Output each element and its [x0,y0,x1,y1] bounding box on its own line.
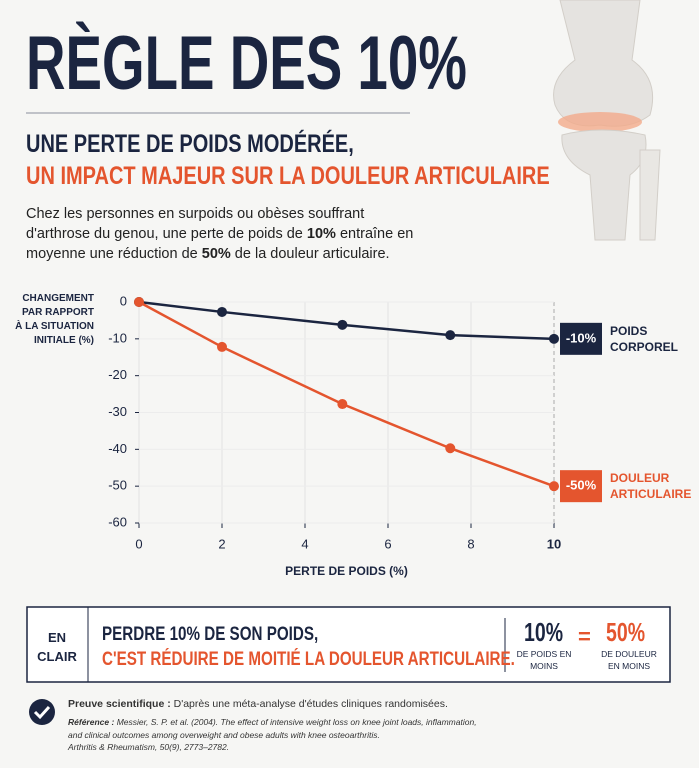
data-point [217,341,227,352]
x-tick-label: 10 [547,536,561,551]
y-tick-label: 0 [120,293,127,308]
x-axis-label: PERTE DE POIDS (%) [285,564,408,578]
reference-text: Messier, S. P. et al. (2004). The effect… [68,717,477,740]
data-point [549,481,559,492]
stat-value: 10% [524,617,564,647]
series-name: DOULEUR ARTICULAIRE [610,471,692,502]
stat-value: 50% [606,617,646,647]
x-tick-label: 0 [135,536,142,551]
data-point [337,319,348,330]
subtitle: UNE PERTE DE POIDS MODÉRÉE, [26,130,354,158]
end-label-box [560,322,602,355]
proof-title: Preuve scientifique : [68,698,171,710]
x-tick-label: 8 [467,536,474,551]
stat-caption: DE POIDS EN MOINS [516,649,572,671]
x-tick-label: 2 [218,536,225,551]
summary-line: PERDRE 10% DE SON POIDS, [102,624,319,645]
intro-highlight: 10% [306,226,336,242]
proof-text: D'après une méta-analyse d'études cliniq… [173,698,448,710]
title: RÈGLE DES 10% [26,21,467,106]
series-name: POIDS CORPOREL [610,323,679,354]
reference: Référence : Messier, S. P. et al. (2004)… [68,716,488,754]
y-tick-label: -10 [108,330,127,345]
summary-line: C'EST RÉDUIRE DE MOITIÉ LA DOULEUR ARTIC… [102,649,515,670]
subtitle: UN IMPACT MAJEUR SUR LA DOULEUR ARTICULA… [26,162,550,190]
y-tick-label: -20 [108,367,127,382]
data-point [217,306,227,317]
end-label: -50% [566,478,597,493]
intro-text: Chez les personnes en surpoids ou obèses… [26,206,365,242]
x-tick-label: 4 [301,536,308,551]
summary-box [26,606,671,683]
knee-illustration [553,0,661,241]
intro-text: de la douleur articulaire. [230,246,390,262]
data-point [549,333,559,344]
proof: Preuve scientifique : D'après une méta-a… [68,698,448,710]
data-point [445,330,456,341]
equals: = [578,624,591,649]
intro-highlight: 50% [201,246,231,262]
series-line [138,300,555,488]
data-point [337,399,348,410]
end-label: -10% [566,330,597,345]
stat-caption: DE DOULEUR EN MOINS [601,649,657,671]
check-mark [33,705,51,720]
series-line [138,300,555,341]
data-point [134,297,144,307]
check-icon [29,699,55,725]
x-tick-label: 6 [384,536,391,551]
y-tick-label: -60 [108,514,127,529]
reference-label: Référence : [68,717,115,727]
intro-text: entraîne en moyenne une réduction de [26,226,414,262]
y-axis-label: CHANGEMENT PAR RAPPORT À LA SITUATION IN… [15,293,94,346]
y-tick-label: -30 [108,404,127,419]
y-tick-label: -40 [108,441,127,456]
intro: Chez les personnes en surpoids ou obèses… [26,204,426,264]
y-tick-label: -50 [108,478,127,493]
data-point [445,443,456,454]
summary-label: EN CLAIR [37,630,77,664]
end-label-box [560,470,602,503]
journal: Arthritis & Rheumatism, 50(9), 2773–2782… [68,742,230,752]
